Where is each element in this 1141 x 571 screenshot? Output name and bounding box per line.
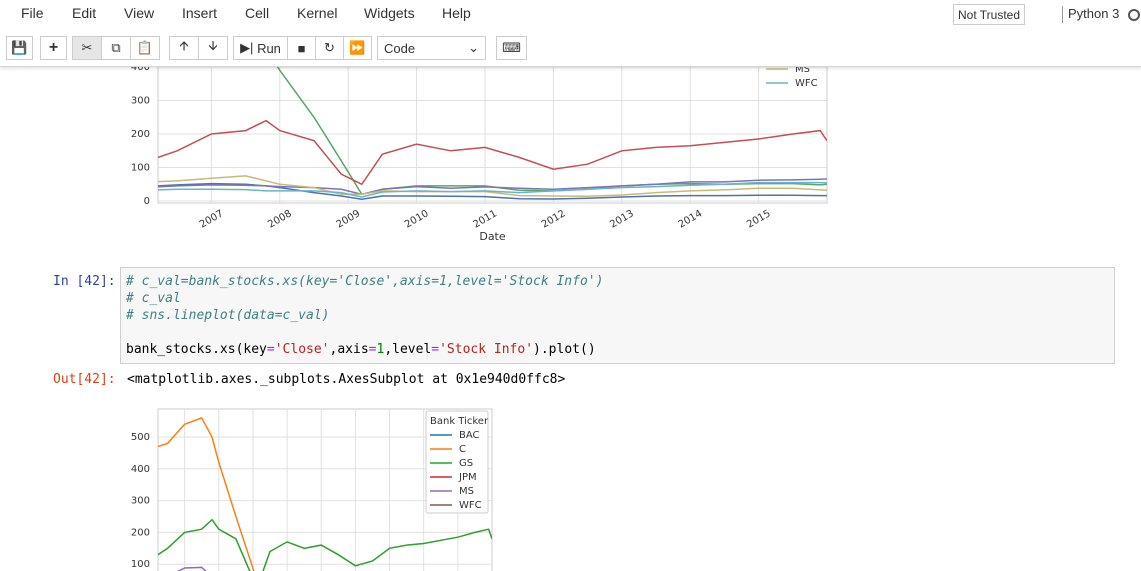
- y-tick-label: 200: [131, 129, 150, 140]
- x-tick-label: 2012: [540, 208, 568, 230]
- y-tick-label: 400: [131, 464, 150, 475]
- save-button[interactable]: 💾: [6, 36, 33, 60]
- y-tick-label: 200: [131, 527, 150, 538]
- menu-item[interactable]: Cell: [245, 5, 270, 21]
- divider: [1062, 6, 1063, 23]
- move-up-button[interactable]: 🡩: [169, 36, 199, 60]
- stop-button[interactable]: ■: [287, 36, 316, 60]
- y-tick-label: 0: [144, 196, 150, 207]
- series-line: [158, 416, 255, 571]
- legend-title: Bank Ticker: [430, 416, 489, 427]
- series-line: [158, 518, 492, 571]
- series-line: [158, 119, 827, 186]
- x-tick-label: 2010: [403, 208, 431, 230]
- series-line: [158, 178, 827, 196]
- menu-item[interactable]: View: [124, 5, 155, 21]
- cell-type: Code: [384, 40, 416, 56]
- y-tick-label: 400: [131, 62, 150, 73]
- output-text: <matplotlib.axes._subplots.AxesSubplot a…: [127, 372, 566, 387]
- legend-box: [425, 410, 489, 514]
- series-group: [158, 416, 492, 571]
- x-axis-label: Date: [479, 230, 506, 243]
- code-line: bank_stocks.xs(key='Close',axis=1,level=…: [126, 342, 596, 357]
- restart-button[interactable]: ↻: [315, 36, 344, 60]
- x-tick-label: 2014: [677, 208, 705, 230]
- run-label: Run: [257, 40, 281, 56]
- run-button[interactable]: ▶| Run: [233, 36, 288, 60]
- y-tick-label: 100: [131, 163, 150, 174]
- trust-indicator[interactable]: Not Trusted: [953, 4, 1025, 25]
- menu-item[interactable]: Edit: [72, 5, 97, 21]
- legend-label: MS: [795, 64, 810, 75]
- legend-label: WFC: [459, 500, 482, 511]
- menu-item[interactable]: Widgets: [364, 5, 415, 21]
- cell-type-select[interactable]: Code ⌄: [377, 36, 486, 60]
- paste-button[interactable]: 📋: [130, 36, 160, 60]
- kernel-status: [1128, 9, 1140, 21]
- menu-item[interactable]: Help: [442, 5, 471, 21]
- code-token: =: [368, 342, 377, 357]
- menu-item[interactable]: File: [21, 5, 44, 21]
- code-token: bank_stocks.xs(key: [126, 342, 267, 357]
- legend-label: BAC: [459, 430, 480, 441]
- copy-button[interactable]: ⧉: [101, 36, 131, 60]
- plot-area: [157, 54, 828, 204]
- legend-label: C: [459, 444, 466, 455]
- y-tick-label: 300: [131, 96, 150, 107]
- keyboard-button[interactable]: ⌨: [496, 36, 527, 60]
- x-tick-label: 2007: [198, 208, 226, 230]
- input-prompt: In [42]:: [53, 274, 116, 289]
- move-down-button[interactable]: 🡫: [198, 36, 228, 60]
- run-all-button[interactable]: ⏩: [343, 36, 372, 60]
- kernel-name: Python 3: [1068, 6, 1120, 21]
- legend-label: MS: [459, 486, 474, 497]
- code-token: 'Stock Info': [439, 342, 534, 357]
- x-tick-label: 2011: [471, 208, 499, 230]
- code-token: ,axis: [329, 342, 369, 357]
- code-token: ).plot(): [533, 342, 596, 357]
- code-token: ,level: [384, 342, 432, 357]
- code-comment: # c_val: [126, 291, 181, 306]
- x-tick-label: 2009: [335, 208, 363, 230]
- y-tick-label: 100: [131, 559, 150, 570]
- code-comment: # sns.lineplot(data=c_val): [126, 308, 330, 323]
- legend-label: JPM: [458, 472, 477, 483]
- code-token: =: [431, 342, 440, 357]
- series-group: [158, 60, 827, 201]
- series-line: [158, 181, 827, 198]
- y-tick-label: 300: [131, 496, 150, 507]
- header: File Edit View Insert Cell Kernel Widget…: [0, 0, 1141, 67]
- code-token: 'Close': [274, 342, 330, 357]
- code-token: 1: [376, 342, 385, 357]
- legend-label: WFC: [795, 78, 818, 89]
- menu-item[interactable]: Kernel: [297, 5, 338, 21]
- select-arrow: ⌄: [468, 40, 479, 55]
- x-tick-label: 2013: [608, 208, 636, 230]
- output-prompt: Out[42]:: [53, 372, 116, 387]
- legend-label: GS: [459, 458, 473, 469]
- x-tick-label: 2008: [266, 208, 294, 230]
- x-tick-label: 2015: [745, 208, 773, 230]
- code-token: =: [266, 342, 275, 357]
- menu-item[interactable]: Insert: [182, 5, 218, 21]
- code-cell[interactable]: # c_val=bank_stocks.xs(key='Close',axis=…: [120, 267, 1115, 364]
- add-button[interactable]: +: [40, 36, 67, 60]
- code-comment: # c_val=bank_stocks.xs(key='Close',axis=…: [126, 274, 604, 289]
- cut-button[interactable]: ✂: [72, 36, 102, 60]
- y-tick-label: 500: [131, 432, 150, 443]
